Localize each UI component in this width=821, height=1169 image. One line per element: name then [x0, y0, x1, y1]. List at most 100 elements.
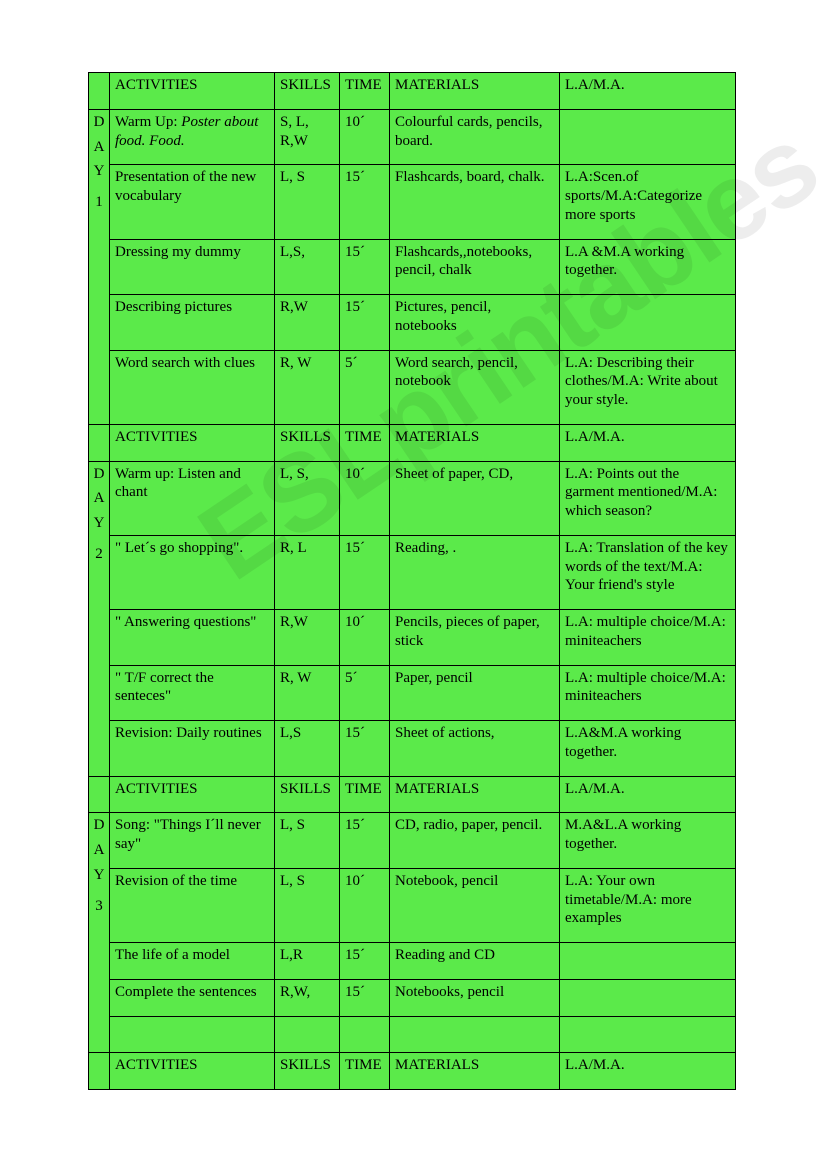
cell-materials: Notebooks, pencil — [390, 979, 560, 1016]
day-letter: Y — [94, 162, 105, 181]
cell-lama: L.A: Points out the garment mentioned/M.… — [560, 461, 736, 535]
header-materials: MATERIALS — [390, 73, 560, 110]
cell-lama: L.A &M.A working together. — [560, 239, 736, 295]
cell-activity: The life of a model — [110, 943, 275, 980]
cell-time: 15´ — [340, 813, 390, 869]
day-letter: A — [94, 489, 105, 508]
table-row: D A Y 3 Song: "Things I´ll never say" L,… — [89, 813, 736, 869]
header-time: TIME — [340, 424, 390, 461]
cell-lama — [560, 943, 736, 980]
day-letter: D — [94, 465, 105, 484]
cell-time: 5´ — [340, 350, 390, 424]
cell-lama: L.A: Your own timetable/M.A: more exampl… — [560, 868, 736, 942]
header-skills: SKILLS — [275, 776, 340, 813]
cell-skills: L, S — [275, 813, 340, 869]
cell-activity: " T/F correct the senteces" — [110, 665, 275, 721]
table-header-row: ACTIVITIES SKILLS TIME MATERIALS L.A/M.A… — [89, 73, 736, 110]
cell-materials: Word search, pencil, notebook — [390, 350, 560, 424]
table-row: " Let´s go shopping". R, L 15´ Reading, … — [89, 535, 736, 609]
cell-materials: Flashcards,,notebooks, pencil, chalk — [390, 239, 560, 295]
cell-activity: Presentation of the new vocabulary — [110, 165, 275, 239]
table-row: The life of a model L,R 15´ Reading and … — [89, 943, 736, 980]
cell-time: 10´ — [340, 461, 390, 535]
cell-activity — [110, 1016, 275, 1053]
cell-time: 15´ — [340, 239, 390, 295]
day-letter: 3 — [95, 897, 103, 916]
cell-activity: Dressing my dummy — [110, 239, 275, 295]
cell-materials — [390, 1016, 560, 1053]
cell-lama: L.A: multiple choice/M.A: miniteachers — [560, 610, 736, 666]
cell-materials: Colourful cards, pencils, board. — [390, 109, 560, 165]
cell-skills: L,S — [275, 721, 340, 777]
cell-materials: Paper, pencil — [390, 665, 560, 721]
cell-skills: L,S, — [275, 239, 340, 295]
header-time: TIME — [340, 1053, 390, 1090]
table-row: Describing pictures R,W 15´ Pictures, pe… — [89, 295, 736, 351]
day-letter: A — [94, 138, 105, 157]
cell-activity: Warm Up: Poster about food. Food. — [110, 109, 275, 165]
cell-materials: Reading and CD — [390, 943, 560, 980]
cell-activity: Revision: Daily routines — [110, 721, 275, 777]
cell-skills: R,W — [275, 610, 340, 666]
table-row: Word search with clues R, W 5´ Word sear… — [89, 350, 736, 424]
table-row: D A Y 1 Warm Up: Poster about food. Food… — [89, 109, 736, 165]
cell-lama: L.A:Scen.of sports/M.A:Categorize more s… — [560, 165, 736, 239]
cell-skills: R,W, — [275, 979, 340, 1016]
header-activities: ACTIVITIES — [110, 1053, 275, 1090]
cell-lama: L.A&M.A working together. — [560, 721, 736, 777]
header-day — [89, 1053, 110, 1090]
header-activities: ACTIVITIES — [110, 73, 275, 110]
cell-skills: R, W — [275, 665, 340, 721]
cell-time: 15´ — [340, 721, 390, 777]
cell-activity: Revision of the time — [110, 868, 275, 942]
cell-lama: L.A: Translation of the key words of the… — [560, 535, 736, 609]
table-row: Complete the sentences R,W, 15´ Notebook… — [89, 979, 736, 1016]
cell-time: 10´ — [340, 610, 390, 666]
table-header-row: ACTIVITIES SKILLS TIME MATERIALS L.A/M.A… — [89, 776, 736, 813]
cell-lama: L.A: multiple choice/M.A: miniteachers — [560, 665, 736, 721]
cell-skills: L,R — [275, 943, 340, 980]
table-row: " Answering questions" R,W 10´ Pencils, … — [89, 610, 736, 666]
header-activities: ACTIVITIES — [110, 776, 275, 813]
header-day — [89, 73, 110, 110]
day-letter: Y — [94, 866, 105, 885]
header-time: TIME — [340, 73, 390, 110]
table-header-row: ACTIVITIES SKILLS TIME MATERIALS L.A/M.A… — [89, 424, 736, 461]
cell-materials: Sheet of paper, CD, — [390, 461, 560, 535]
cell-activity: Complete the sentences — [110, 979, 275, 1016]
cell-materials: Flashcards, board, chalk. — [390, 165, 560, 239]
cell-lama — [560, 1016, 736, 1053]
cell-lama — [560, 109, 736, 165]
header-day — [89, 424, 110, 461]
lesson-plan-table: ACTIVITIES SKILLS TIME MATERIALS L.A/M.A… — [88, 72, 736, 1090]
cell-activity: Describing pictures — [110, 295, 275, 351]
cell-activity: " Let´s go shopping". — [110, 535, 275, 609]
cell-skills: R, W — [275, 350, 340, 424]
cell-time: 15´ — [340, 535, 390, 609]
day-cell-2: D A Y 2 — [89, 461, 110, 776]
cell-activity: Warm up: Listen and chant — [110, 461, 275, 535]
cell-time: 15´ — [340, 165, 390, 239]
day-letter: D — [94, 816, 105, 835]
header-lama: L.A/M.A. — [560, 73, 736, 110]
cell-time: 10´ — [340, 868, 390, 942]
header-lama: L.A/M.A. — [560, 776, 736, 813]
day-cell-3: D A Y 3 — [89, 813, 110, 1053]
cell-materials: Sheet of actions, — [390, 721, 560, 777]
header-lama: L.A/M.A. — [560, 1053, 736, 1090]
header-lama: L.A/M.A. — [560, 424, 736, 461]
header-materials: MATERIALS — [390, 1053, 560, 1090]
cell-skills: L, S — [275, 868, 340, 942]
header-materials: MATERIALS — [390, 424, 560, 461]
table-header-row: ACTIVITIES SKILLS TIME MATERIALS L.A/M.A… — [89, 1053, 736, 1090]
table-row-blank — [89, 1016, 736, 1053]
table-row: Presentation of the new vocabulary L, S … — [89, 165, 736, 239]
cell-lama: M.A&L.A working together. — [560, 813, 736, 869]
day-letter: D — [94, 113, 105, 132]
cell-time: 10´ — [340, 109, 390, 165]
cell-materials: Reading, . — [390, 535, 560, 609]
cell-time: 15´ — [340, 295, 390, 351]
text: Warm Up: — [115, 114, 181, 130]
cell-lama — [560, 979, 736, 1016]
cell-skills: R, L — [275, 535, 340, 609]
